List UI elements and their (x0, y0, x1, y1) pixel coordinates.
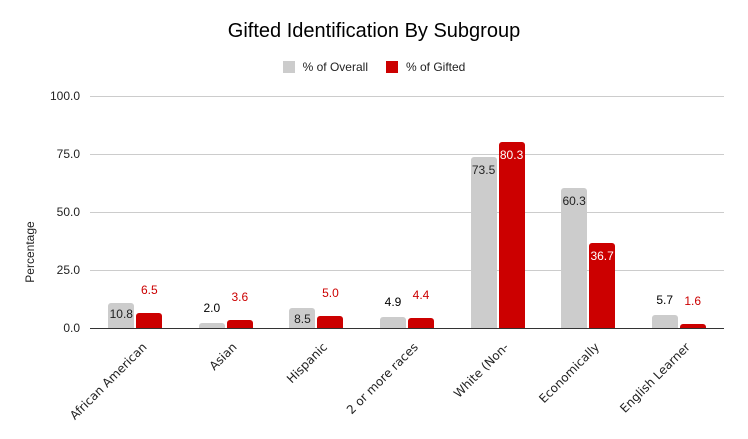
data-label: 36.7 (590, 248, 614, 263)
legend-label-overall: % of Overall (302, 60, 368, 74)
gridline (90, 154, 724, 155)
y-tick-label: 25.0 (56, 263, 80, 277)
bar-gifted[interactable] (136, 312, 163, 328)
data-label: 73.5 (471, 163, 496, 178)
data-label: 8.5 (294, 312, 311, 327)
data-label: 5.0 (322, 286, 339, 301)
data-label: 4.4 (412, 287, 430, 302)
data-label: 3.6 (231, 289, 249, 304)
legend-swatch-overall (282, 61, 295, 73)
data-label: 4.9 (384, 294, 402, 309)
bar-overall[interactable] (380, 316, 406, 328)
x-tick-label: Asian (206, 340, 240, 374)
legend-swatch-gifted (385, 61, 398, 73)
legend-item-overall[interactable]: % of Overall (282, 60, 368, 74)
bar-overall[interactable] (108, 302, 135, 328)
bar-overall[interactable] (561, 188, 588, 328)
bar-overall[interactable] (198, 323, 225, 328)
data-label: 1.6 (684, 294, 702, 309)
bar-gifted[interactable] (226, 319, 253, 328)
x-tick-label: Hispanic (284, 340, 331, 387)
gridline (90, 212, 724, 213)
data-label: 60.3 (562, 194, 586, 209)
y-tick-label: 50.0 (56, 205, 80, 219)
data-label: 80.3 (499, 147, 524, 162)
bar-gifted[interactable] (679, 324, 706, 328)
y-tick-label: 100.0 (49, 89, 80, 103)
bar-gifted[interactable] (408, 317, 434, 328)
bar-gifted[interactable] (498, 141, 525, 328)
gridline (90, 270, 724, 271)
x-tick-label: Economically (536, 340, 603, 406)
bar-overall[interactable] (651, 314, 678, 328)
x-tick-label: English Learner (616, 340, 693, 416)
plot-area: 0.0 25.0 50.0 75.0 100.0 10.8 6.5 2.0 3.6 8.5 5.0 4… (50, 89, 724, 335)
x-tick-label: African American (66, 340, 150, 423)
data-label: 6.5 (140, 282, 158, 297)
bar-gifted[interactable] (317, 316, 344, 328)
x-tick-label: White (Non- (450, 340, 512, 401)
gridline (90, 96, 724, 97)
y-tick-label: 75.0 (56, 147, 80, 161)
legend: % of Overall % of Gifted (0, 60, 748, 74)
x-tick-label: 2 or more races (343, 340, 421, 418)
data-label: 5.7 (656, 292, 674, 307)
legend-item-gifted[interactable]: % of Gifted (385, 60, 466, 74)
y-tick-label: 0.0 (63, 321, 80, 335)
y-axis-label: Percentage (23, 221, 37, 283)
bar-gifted[interactable] (589, 242, 616, 328)
bar-overall[interactable] (470, 157, 497, 328)
gridline (90, 328, 724, 329)
data-label: 10.8 (109, 306, 133, 321)
legend-label-gifted: % of Gifted (405, 60, 466, 74)
data-label: 2.0 (203, 301, 221, 316)
chart-title: Gifted Identification By Subgroup (227, 20, 521, 42)
bar-overall[interactable] (289, 308, 316, 328)
